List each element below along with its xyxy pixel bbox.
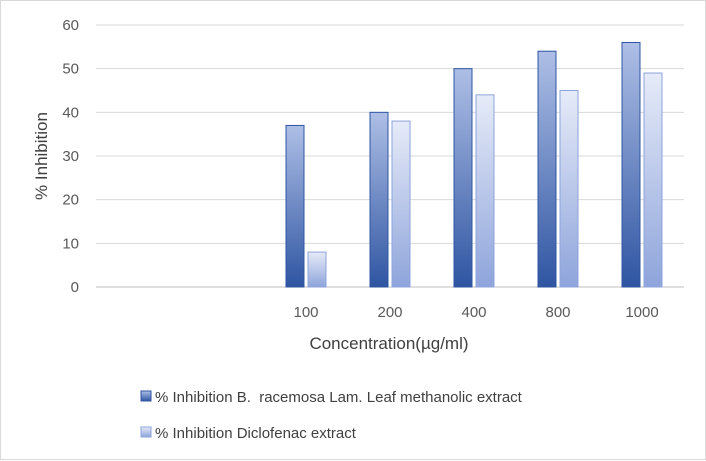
- legend-swatch-series-2: [140, 426, 152, 438]
- y-tick-label: 50: [62, 61, 79, 78]
- x-tick-label: 400: [461, 304, 486, 321]
- x-tick-label: 200: [377, 304, 402, 321]
- y-tick-label: 40: [62, 104, 79, 121]
- y-tick-label: 60: [62, 17, 79, 34]
- bar-series-1-100: [285, 124, 305, 288]
- bar-series-2-800: [559, 90, 579, 288]
- x-tick-label: 1000: [625, 304, 658, 321]
- gridlines: [96, 24, 684, 288]
- y-tick-label: 30: [62, 148, 79, 165]
- y-tick-label: 0: [71, 279, 79, 296]
- bar-series-1-1000: [621, 41, 641, 288]
- x-tick-label: 800: [545, 304, 570, 321]
- legend: % Inhibition B. racemosa Lam. Leaf metha…: [140, 389, 523, 442]
- bar-series-2-1000: [643, 72, 663, 288]
- y-axis-title: % Inhibition: [32, 112, 51, 200]
- y-tick-label: 10: [62, 235, 79, 252]
- bar-series-1-200: [369, 111, 389, 288]
- y-axis-ticks: 0 10 20 30 40 50 60: [62, 17, 79, 296]
- bar-series-2-200: [391, 120, 411, 288]
- x-axis-ticks: 100 200 400 800 1000: [293, 304, 658, 321]
- bar-series-2-100: [307, 251, 327, 288]
- x-axis-title: Concentration(µg/ml): [309, 334, 468, 353]
- y-tick-label: 20: [62, 192, 79, 209]
- bar-series-1-800: [537, 50, 557, 288]
- x-tick-label: 100: [293, 304, 318, 321]
- bar-series-2-400: [475, 94, 495, 288]
- legend-label-series-2: % Inhibition Diclofenac extract: [155, 425, 357, 442]
- bars: [285, 41, 663, 288]
- bar-series-1-400: [453, 68, 473, 288]
- legend-label-series-1: % Inhibition B. racemosa Lam. Leaf metha…: [155, 389, 523, 406]
- legend-swatch-series-1: [140, 390, 152, 402]
